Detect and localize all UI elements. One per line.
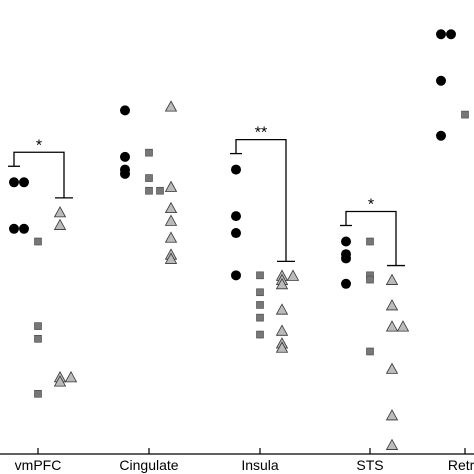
triangle-point bbox=[164, 231, 178, 243]
triangle-point bbox=[275, 341, 289, 353]
triangle-point bbox=[385, 362, 399, 374]
square-point bbox=[256, 313, 264, 322]
significance-bracket-vmpfc bbox=[13, 151, 65, 198]
significance-bracket-insula bbox=[235, 138, 287, 262]
triangle-point bbox=[286, 269, 300, 281]
triangle-point bbox=[164, 180, 178, 192]
triangle-point bbox=[53, 206, 67, 218]
square-point bbox=[34, 322, 42, 330]
square-point bbox=[256, 330, 264, 339]
circle-point bbox=[19, 177, 29, 188]
circle-point bbox=[341, 253, 351, 264]
triangle-point bbox=[275, 303, 289, 315]
triangle-point bbox=[385, 299, 399, 311]
square-point bbox=[156, 186, 164, 195]
significance-bracket-sts bbox=[345, 210, 397, 266]
circle-point bbox=[120, 105, 130, 116]
circle-point bbox=[436, 130, 446, 141]
square-point bbox=[145, 148, 153, 157]
circle-point bbox=[231, 270, 241, 281]
circle-point bbox=[19, 223, 29, 234]
square-point bbox=[256, 271, 264, 280]
triangle-point bbox=[53, 375, 67, 387]
circle-point bbox=[231, 211, 241, 222]
x-tick-label-vmpfc: vmPFC bbox=[15, 457, 62, 473]
circle-point bbox=[231, 164, 241, 175]
circle-point bbox=[436, 75, 446, 86]
square-point bbox=[366, 347, 374, 356]
circle-point bbox=[341, 236, 351, 247]
circle-point bbox=[436, 29, 446, 40]
triangle-point bbox=[53, 218, 67, 230]
significance-label-sts: * bbox=[368, 197, 374, 214]
triangle-point bbox=[164, 214, 178, 226]
x-axis: vmPFC Cingulate Insula STS Retro bbox=[0, 448, 474, 473]
triangle-point bbox=[164, 100, 178, 112]
square-point bbox=[145, 186, 153, 195]
square-point bbox=[34, 389, 42, 398]
circle-point bbox=[341, 278, 351, 289]
circle-point bbox=[120, 151, 130, 162]
significance-label-vmpfc: * bbox=[36, 137, 42, 154]
square-point bbox=[366, 275, 374, 284]
triangle-point bbox=[385, 409, 399, 421]
x-tick-label-retro: Retro bbox=[448, 457, 474, 473]
circle-point bbox=[446, 29, 456, 40]
circle-point bbox=[9, 223, 19, 234]
square-point bbox=[34, 334, 42, 343]
triangle-point bbox=[396, 320, 410, 332]
circle-point bbox=[231, 228, 241, 239]
triangle-point bbox=[385, 273, 399, 285]
circle-point bbox=[120, 168, 130, 179]
significance-brackets: **** bbox=[8, 125, 405, 267]
circle-point bbox=[9, 177, 19, 188]
triangle-point bbox=[164, 201, 178, 214]
x-tick-label-cingulate: Cingulate bbox=[119, 457, 178, 473]
triangle-point bbox=[275, 324, 289, 336]
square-point bbox=[256, 301, 264, 309]
square-point bbox=[461, 110, 469, 119]
x-tick-label-insula: Insula bbox=[241, 457, 279, 473]
x-tick-label-sts: STS bbox=[356, 457, 383, 473]
triangle-point bbox=[64, 371, 78, 383]
triangle-point bbox=[164, 252, 178, 264]
square-point bbox=[145, 174, 153, 182]
square-point bbox=[366, 237, 374, 246]
triangle-point bbox=[385, 438, 399, 450]
triangle-point bbox=[275, 277, 289, 290]
triangle-point bbox=[385, 320, 399, 332]
significance-label-insula: ** bbox=[255, 125, 267, 142]
square-point bbox=[256, 288, 264, 297]
square-point bbox=[34, 237, 42, 246]
data-points bbox=[9, 29, 469, 450]
